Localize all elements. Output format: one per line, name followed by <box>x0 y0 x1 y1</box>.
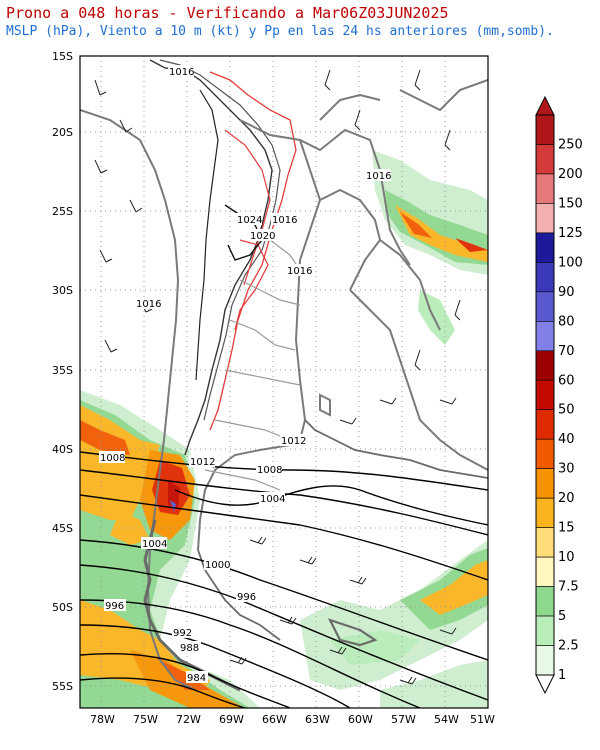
isobar-label-1: 1016 <box>169 67 194 78</box>
colorbar-label: 200 <box>558 167 583 182</box>
map-title: Prono a 048 horas - Verificando a Mar06Z… <box>6 4 449 22</box>
isobar-label-2: 1016 <box>366 171 391 182</box>
colorbar-swatch <box>535 438 555 469</box>
lon-label-54w: 54W <box>434 713 459 726</box>
isobar-label-10: 1008 <box>100 453 125 464</box>
lat-label-20s: 20S <box>52 126 73 139</box>
colorbar-swatch <box>535 144 555 175</box>
precipitation-shading <box>80 150 488 708</box>
colorbar-labels: 250 200 150 125 100 90 80 70 60 50 40 30 20 15 10 7.5 5 2… <box>558 137 583 683</box>
colorbar-swatch <box>535 586 555 617</box>
longitude-labels: 78W 75W 72W 69W 66W 63W 60W 57W 54W 51W <box>90 713 495 726</box>
isobar-label-3: 1024 <box>237 215 262 226</box>
colorbar-label: 90 <box>558 285 575 300</box>
colorbar-label: 40 <box>558 432 575 447</box>
colorbar-swatch <box>535 527 555 558</box>
lon-label-69w: 69W <box>219 713 244 726</box>
colorbar-swatch <box>535 497 555 528</box>
colorbar-swatches <box>535 114 555 676</box>
colorbar-swatch <box>535 556 555 587</box>
colorbar-label: 15 <box>558 521 575 536</box>
lon-label-63w: 63W <box>305 713 330 726</box>
lat-label-40s: 40S <box>52 443 73 456</box>
map-frame <box>79 55 489 709</box>
colorbar-swatch <box>535 232 555 263</box>
colorbar-bottom-arrow <box>535 674 555 695</box>
lat-label-15s: 15S <box>52 50 73 63</box>
isobar-label-18: 988 <box>180 643 199 654</box>
isobar-label-8: 1012 <box>281 436 306 447</box>
colorbar-label: 125 <box>558 226 583 241</box>
isobar-label-14: 1000 <box>205 560 230 571</box>
colorbar-label: 250 <box>558 137 583 152</box>
colorbar-swatch <box>535 468 555 499</box>
colorbar-label: 80 <box>558 314 575 329</box>
isobar-label-11: 1008 <box>257 465 282 476</box>
map-subtitle: MSLP (hPa), Viento a 10 m (kt) y Pp en l… <box>6 24 554 39</box>
isobar-label-15: 996 <box>105 601 124 612</box>
lon-label-57w: 57W <box>391 713 416 726</box>
isobar-label-7: 1016 <box>136 299 161 310</box>
lon-label-51w: 51W <box>470 713 495 726</box>
lat-label-45s: 45S <box>52 522 73 535</box>
isobar-label-12: 1004 <box>260 494 285 505</box>
lat-label-35s: 35S <box>52 364 73 377</box>
colorbar-swatch <box>535 645 555 676</box>
lon-label-66w: 66W <box>262 713 287 726</box>
colorbar-label: 60 <box>558 373 575 388</box>
lat-label-30s: 30S <box>52 284 73 297</box>
isobar-label-4: 1016 <box>272 215 297 226</box>
colorbar-label: 150 <box>558 196 583 211</box>
colorbar-swatch <box>535 291 555 322</box>
colorbar-label: 10 <box>558 550 575 565</box>
colorbar-label: 20 <box>558 491 575 506</box>
lat-label-55s: 55S <box>52 680 73 693</box>
isobar-labels: 1016 1016 1024 1016 1020 1016 1016 1012 … <box>99 65 391 684</box>
isobar-label-5: 1020 <box>250 231 275 242</box>
lat-label-25s: 25S <box>52 205 73 218</box>
isobar-label-19: 984 <box>187 673 206 684</box>
graticule <box>80 56 488 708</box>
colorbar-swatch <box>535 321 555 352</box>
colorbar-swatch <box>535 262 555 293</box>
colorbar: 250 200 150 125 100 90 80 70 60 50 40 30 20 15 10 7.5 5 2… <box>535 95 583 695</box>
colorbar-label: 30 <box>558 462 575 477</box>
lat-label-50s: 50S <box>52 601 73 614</box>
colorbar-label: 5 <box>558 609 566 624</box>
latitude-labels: 15S 20S 25S 30S 35S 40S 45S 50S 55S <box>52 50 73 693</box>
isobar-label-6: 1016 <box>287 266 312 277</box>
colorbar-swatch <box>535 203 555 234</box>
isobar-label-17: 992 <box>173 628 192 639</box>
colorbar-swatch <box>535 173 555 204</box>
colorbar-label: 7.5 <box>558 580 579 595</box>
colorbar-label: 100 <box>558 255 583 270</box>
colorbar-swatch <box>535 409 555 440</box>
lon-label-78w: 78W <box>90 713 115 726</box>
isobar-label-16: 996 <box>237 592 256 603</box>
colorbar-top-arrow <box>535 95 555 116</box>
colorbar-label: 70 <box>558 344 575 359</box>
country-borders <box>80 79 488 691</box>
colorbar-swatch <box>535 379 555 411</box>
isobar-label-9: 1012 <box>190 457 215 468</box>
colorbar-swatch <box>535 114 555 145</box>
province-borders <box>204 239 301 491</box>
wind-barbs <box>94 69 461 685</box>
colorbar-swatch <box>535 615 555 646</box>
colorbar-label: 2.5 <box>558 639 579 654</box>
colorbar-swatch <box>535 350 555 381</box>
lon-label-60w: 60W <box>348 713 373 726</box>
lon-label-72w: 72W <box>176 713 201 726</box>
colorbar-label: 50 <box>558 403 575 418</box>
colorbar-label: 1 <box>558 668 566 683</box>
lon-label-75w: 75W <box>133 713 158 726</box>
isobar-label-13: 1004 <box>142 539 167 550</box>
